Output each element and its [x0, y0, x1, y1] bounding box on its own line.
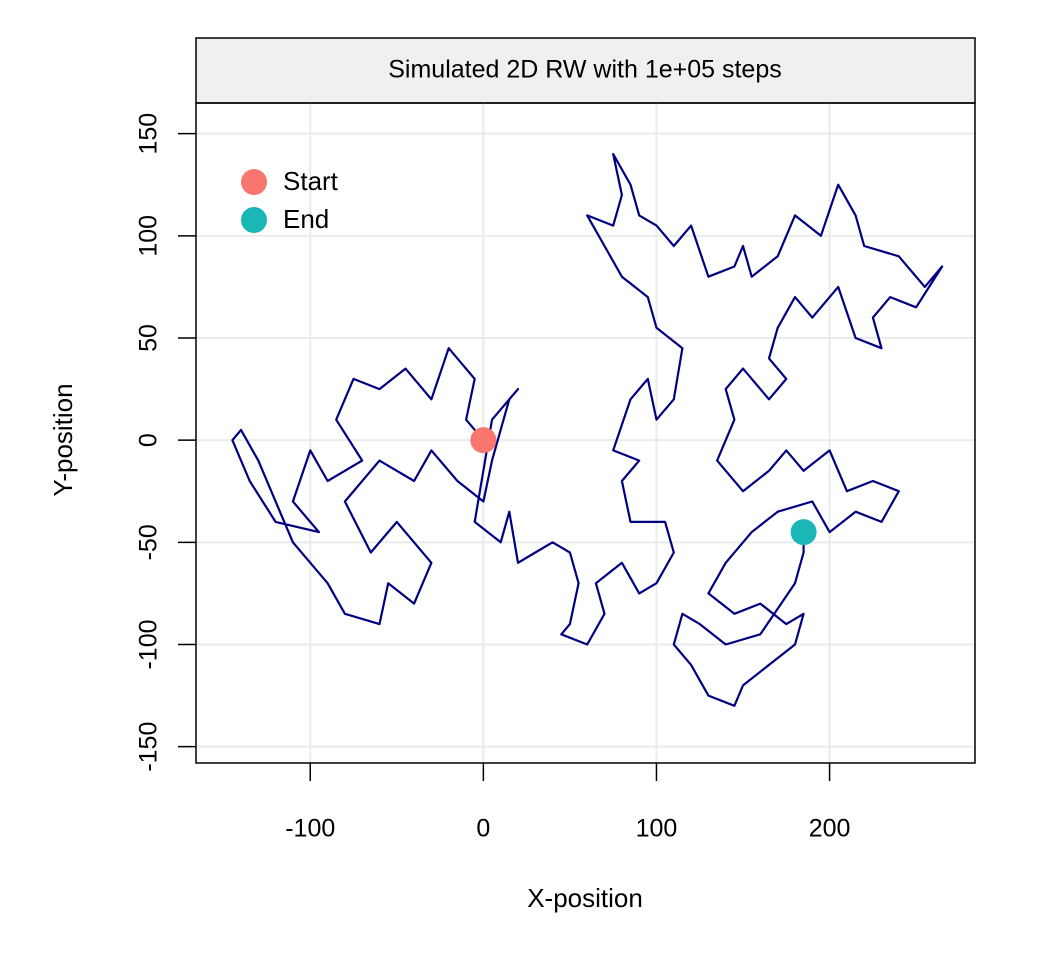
x-tick-label: 100 [636, 815, 678, 843]
y-tick-label: 100 [135, 215, 163, 257]
y-tick-label: -100 [135, 619, 163, 669]
point [790, 519, 817, 546]
grid [196, 103, 975, 763]
plot-area [231, 153, 944, 707]
point [470, 427, 497, 454]
y-tick-label: -150 [135, 722, 163, 772]
title-strip [195, 37, 976, 104]
legend-label: End [283, 204, 329, 234]
plot-border [195, 102, 976, 764]
x-tick-label: -100 [285, 815, 335, 843]
legend-label: Start [283, 166, 339, 196]
y-tick-label: 50 [135, 324, 163, 352]
walk-path [231, 153, 944, 707]
y-tick-label: 150 [135, 113, 163, 155]
y-axis-label: Y-position [48, 383, 78, 496]
y-tick-label: -50 [135, 524, 163, 560]
x-axis-label: X-position [527, 883, 643, 913]
x-tick-label: 0 [476, 815, 490, 843]
y-tick-label: 0 [135, 433, 163, 447]
x-tick-label: 200 [809, 815, 851, 843]
chart-title: Simulated 2D RW with 1e+05 steps [388, 56, 781, 84]
legend-marker [241, 169, 267, 195]
legend-marker [241, 207, 267, 233]
